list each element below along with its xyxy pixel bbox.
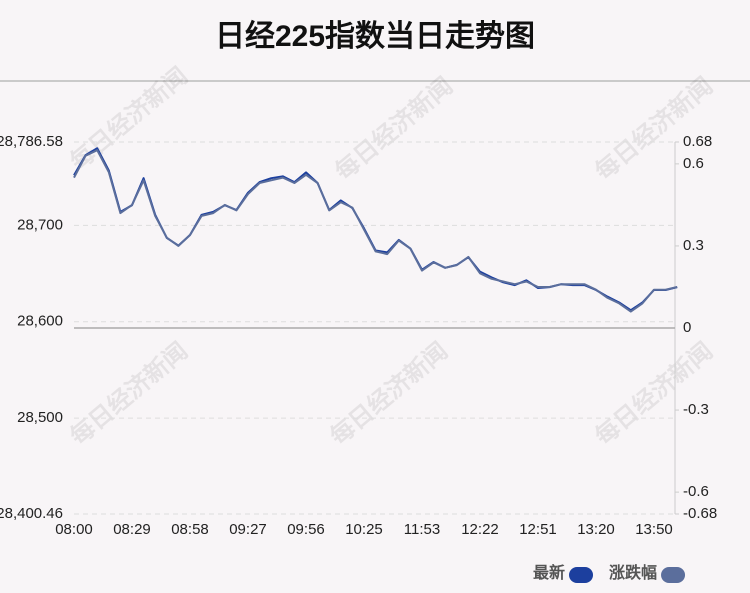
x-tick-label: 10:25 (345, 521, 383, 538)
y-tick-label: 28,786.58 (0, 133, 63, 150)
x-tick-label: 08:29 (113, 521, 151, 538)
x-tick-label: 12:22 (461, 521, 499, 538)
y-tick-label: 28,500 (17, 409, 63, 426)
watermark: 每日经济新闻 (330, 72, 458, 186)
y2-tick-label: 0.6 (683, 155, 704, 172)
x-tick-label: 13:50 (635, 521, 673, 538)
y2-tick-label: 0.68 (683, 133, 712, 150)
watermark: 每日经济新闻 (590, 337, 718, 451)
y2-tick-label: 0.3 (683, 237, 704, 254)
y-tick-label: 28,600 (17, 313, 63, 330)
x-tick-label: 08:00 (55, 521, 93, 538)
x-tick-label: 12:51 (519, 521, 557, 538)
y2-tick-label: -0.3 (683, 401, 709, 418)
watermark: 每日经济新闻 (65, 337, 193, 451)
watermark: 每日经济新闻 (325, 337, 453, 451)
y-tick-label: 28,700 (17, 216, 63, 233)
legend-label: 最新 (533, 563, 565, 582)
x-tick-label: 09:56 (287, 521, 325, 538)
series-line (73, 149, 678, 313)
y-tick-label: 28,400.46 (0, 505, 63, 522)
y2-tick-label: 0 (683, 319, 691, 336)
x-tick-label: 11:53 (404, 521, 440, 538)
x-tick-label: 08:58 (171, 521, 209, 538)
x-tick-label: 09:27 (229, 521, 267, 538)
legend-swatch (661, 567, 686, 583)
legend-label: 涨跌幅 (609, 563, 657, 582)
legend-swatch (569, 567, 594, 583)
y2-tick-label: -0.6 (683, 483, 709, 500)
y2-tick-label: -0.68 (683, 505, 717, 522)
x-tick-label: 13:20 (577, 521, 615, 538)
watermarks: 每日经济新闻 每日经济新闻 每日经济新闻 每日经济新闻 每日经济新闻 每日经济新… (65, 62, 718, 451)
chart-title: 日经225指数当日走势图 (215, 19, 535, 53)
